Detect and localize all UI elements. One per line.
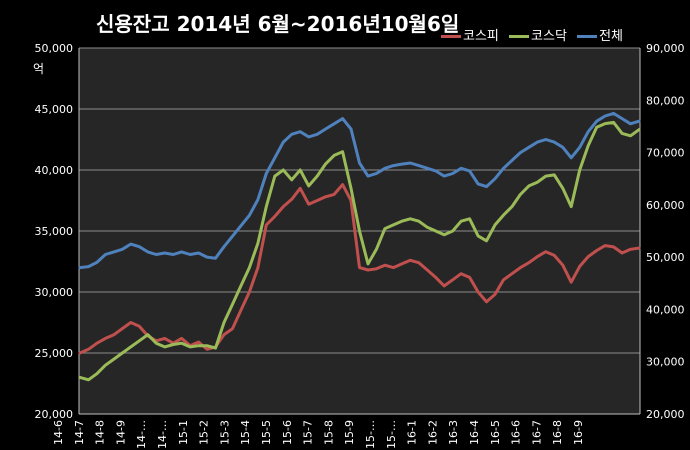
x-tick-label: 15-1 <box>177 420 190 445</box>
legend-swatch-total <box>577 35 598 38</box>
legend-label-total: 전체 <box>599 29 623 44</box>
y-left-tick-label: 30,000 <box>35 286 74 299</box>
x-tick-label: 14-6 <box>52 420 65 445</box>
x-tick-label: 16-9 <box>572 420 585 445</box>
legend-item-total: 전체 <box>577 25 623 44</box>
y-right-tick-label: 90,000 <box>646 42 685 55</box>
x-tick-label: 16-7 <box>530 420 543 445</box>
x-tick-label: 16-6 <box>510 420 523 445</box>
y-left-tick-label: 35,000 <box>35 225 74 238</box>
y-right-tick-label: 80,000 <box>646 94 685 107</box>
y-left-tick-label: 40,000 <box>35 164 74 177</box>
x-tick-label: 15-5 <box>260 420 273 445</box>
x-tick-label: 14-9 <box>114 420 127 445</box>
legend-item-kospi: 코스피 <box>441 25 499 44</box>
x-tick-label: 15-7 <box>302 420 315 445</box>
x-tick-label: 14-7 <box>73 420 86 445</box>
chart-title: 신용잔고 2014년 6월~2016년10월6일 <box>96 12 460 36</box>
x-tick-label: 15-… <box>364 420 377 449</box>
x-tick-label: 15-… <box>385 420 398 449</box>
x-tick-label: 16-1 <box>406 420 419 445</box>
x-tick-label: 14-… <box>156 420 169 449</box>
y-left-tick-label: 25,000 <box>35 347 74 360</box>
x-tick-label: 16-2 <box>426 420 439 445</box>
y-right-tick-label: 30,000 <box>646 356 685 369</box>
x-tick-label: 16-8 <box>551 420 564 445</box>
x-tick-label: 15-2 <box>198 420 211 445</box>
y-right-tick-label: 20,000 <box>646 408 685 421</box>
x-tick-label: 16-5 <box>489 420 502 445</box>
x-tick-label: 14-… <box>135 420 148 449</box>
x-tick-label: 15-4 <box>239 420 252 445</box>
legend-swatch-kospi <box>441 35 461 38</box>
y-right-tick-label: 50,000 <box>646 251 685 264</box>
y-right-tick-label: 60,000 <box>646 199 685 212</box>
y-right-tick-label: 70,000 <box>646 147 685 160</box>
x-tick-label: 14-8 <box>94 420 107 445</box>
series-line-1 <box>78 120 641 382</box>
x-tick-label: 16-3 <box>447 420 460 445</box>
y-left-tick-label: 20,000 <box>35 408 74 421</box>
series-line-2 <box>78 111 641 270</box>
x-tick-label: 15-6 <box>281 420 294 445</box>
y-right-tick-label: 40,000 <box>646 303 685 316</box>
legend-label-kospi: 코스피 <box>463 29 499 44</box>
chart-legend: 코스피 코스닥 전체 <box>441 25 629 44</box>
x-tick-label: 15-9 <box>343 420 356 445</box>
legend-item-kosdaq: 코스닥 <box>509 25 567 44</box>
x-tick-label: 15-3 <box>218 420 231 445</box>
y-left-tick-label: 50,000 <box>35 42 74 55</box>
legend-swatch-kosdaq <box>509 35 530 38</box>
legend-label-kosdaq: 코스닥 <box>531 29 567 44</box>
y-axis-unit: 억 <box>33 62 45 76</box>
y-left-tick-label: 45,000 <box>35 103 74 116</box>
x-tick-label: 16-4 <box>468 420 481 445</box>
x-tick-label: 15-8 <box>322 420 335 445</box>
